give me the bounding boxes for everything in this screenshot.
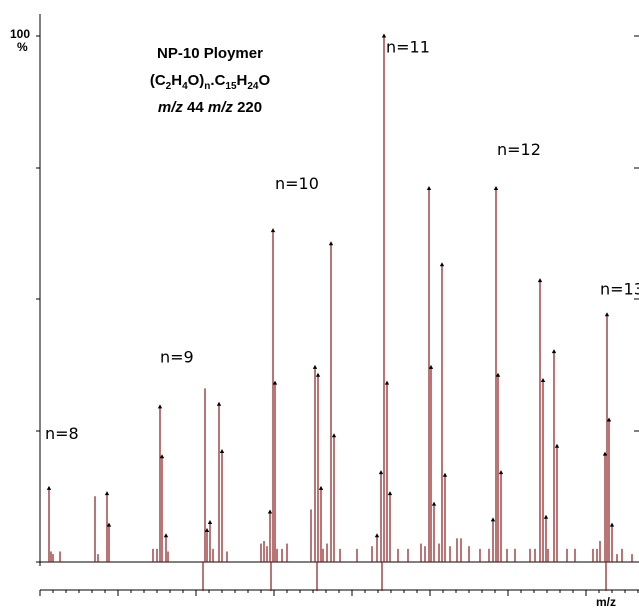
x-axis-ticks [39, 590, 639, 596]
peak-marker-0 [46, 485, 52, 490]
peak-marker-10 [267, 509, 273, 514]
peak-marker-25 [431, 501, 437, 506]
peaks-layer [48, 36, 633, 591]
peak-marker-2 [106, 522, 112, 527]
peak-marker-7 [207, 520, 213, 525]
chart-mz-values: m/z 44 m/z 220 [158, 99, 262, 116]
peak-marker-37 [602, 451, 608, 456]
peak-marker-35 [551, 349, 557, 354]
peak-marker-13 [312, 364, 318, 369]
peak-marker-23 [426, 186, 432, 191]
peak-marker-27 [442, 472, 448, 477]
peak-marker-4 [159, 454, 165, 459]
peak-marker-26 [439, 262, 445, 267]
peak-marker-18 [374, 533, 380, 538]
right-edge-ticks [634, 35, 639, 432]
peak-marker-39 [606, 417, 612, 422]
annotation-n=12: n=12 [497, 140, 541, 159]
peak-marker-21 [384, 380, 390, 385]
peak-marker-9 [219, 449, 225, 454]
peak-marker-31 [498, 470, 504, 475]
peak-markers-layer [46, 33, 615, 538]
peak-marker-40 [609, 522, 615, 527]
peak-marker-38 [604, 312, 610, 317]
peak-marker-24 [428, 364, 434, 369]
peak-marker-36 [554, 443, 560, 448]
x-axis-label: m/z [596, 595, 616, 609]
peak-marker-28 [490, 517, 496, 522]
peak-marker-11 [270, 228, 276, 233]
peak-marker-3 [157, 404, 163, 409]
peak-marker-19 [378, 470, 384, 475]
peak-marker-33 [540, 378, 546, 383]
peak-marker-20 [381, 33, 387, 38]
peak-marker-22 [387, 491, 393, 496]
annotation-n=10: n=10 [275, 174, 319, 193]
y-axis-unit-label: % [17, 40, 28, 54]
peak-marker-5 [163, 533, 169, 538]
peak-marker-8 [216, 401, 222, 406]
annotation-n=11: n=11 [386, 37, 430, 56]
peak-marker-1 [104, 491, 110, 496]
peak-marker-30 [495, 372, 501, 377]
chart-formula: (C2H4O)n.C15H24O [150, 72, 271, 92]
annotation-n=8: n=8 [45, 424, 79, 443]
annotation-n=9: n=9 [160, 348, 194, 367]
peak-marker-17 [331, 433, 337, 438]
y-axis-ticks [36, 35, 40, 563]
peak-marker-32 [537, 278, 543, 283]
peak-marker-29 [493, 186, 499, 191]
peak-marker-34 [543, 514, 549, 519]
peak-marker-6 [204, 527, 210, 532]
peak-marker-12 [272, 380, 278, 385]
peak-marker-14 [315, 372, 321, 377]
annotation-n=13: n=13 [600, 279, 639, 298]
annotations-layer: n=8 n=9 n=10 n=11 n=12 n=13 [45, 37, 639, 443]
peak-marker-16 [328, 241, 334, 246]
chart-title: NP-10 Ploymer [157, 45, 263, 62]
y-axis-top-label: 100 [10, 27, 30, 41]
peak-marker-15 [318, 485, 324, 490]
